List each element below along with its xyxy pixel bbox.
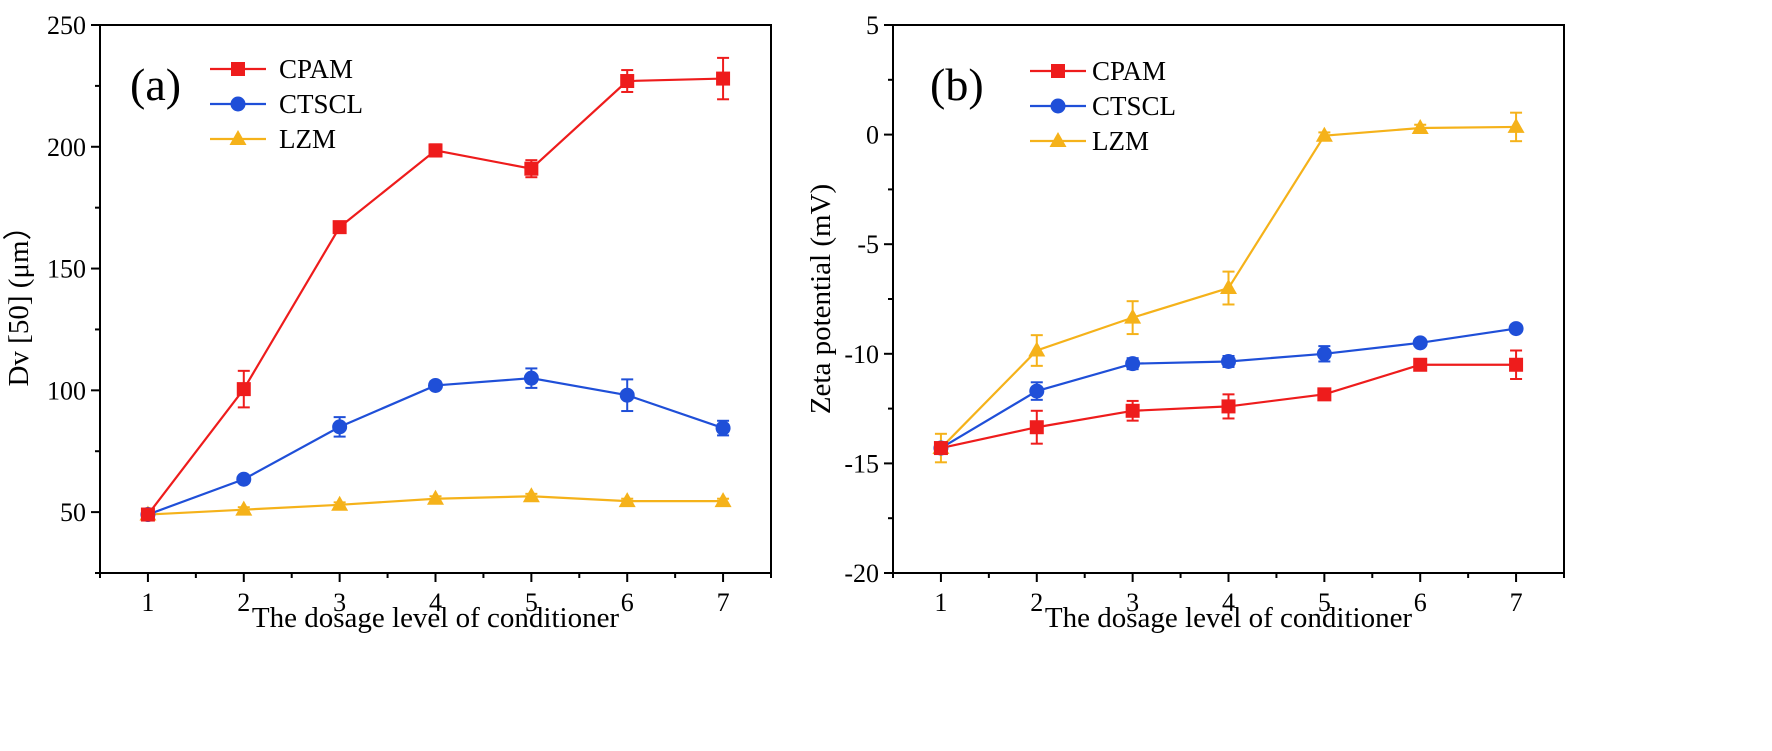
chart-panel-a: 1 2 3 4 5 6 7 50 100 150 200 250 The dosage level of…	[3, 11, 772, 634]
x-tick-label: 1	[141, 588, 154, 617]
y-axis-label: Dv [50] (μm）	[3, 211, 35, 386]
legend-label: CTSCL	[279, 89, 363, 119]
data-point-ctscl	[428, 377, 443, 393]
x-axis-label: The dosage level of conditioner	[1045, 602, 1413, 634]
panel-label: (a)	[130, 59, 181, 110]
y-tick-label: 0	[866, 121, 879, 150]
x-tick-label: 6	[621, 588, 634, 617]
data-point-cpam	[1413, 357, 1428, 372]
data-point-lzm	[1220, 279, 1237, 295]
data-point-lzm	[427, 489, 444, 505]
legend-label: CTSCL	[1092, 91, 1176, 121]
legend-item-ctscl: CTSCL	[210, 89, 363, 119]
data-point-cpam	[1317, 387, 1332, 402]
x-tick-label: 2	[1030, 588, 1043, 617]
data-point-ctscl	[332, 419, 348, 435]
x-axis-label: The dosage level of conditioner	[252, 602, 620, 634]
data-point-lzm	[714, 492, 732, 508]
y-tick-label: -10	[844, 340, 879, 369]
data-point-ctscl	[619, 387, 635, 403]
y-tick-label: 250	[47, 11, 86, 40]
x-tick-label: 4	[1222, 588, 1235, 617]
data-point-cpam	[933, 441, 948, 456]
data-point-lzm	[1028, 341, 1046, 357]
data-point-ctscl	[1316, 346, 1332, 362]
x-tick-label: 3	[1126, 588, 1139, 617]
data-point-lzm	[1124, 308, 1142, 324]
y-tick-label: -20	[844, 559, 879, 588]
data-point-lzm	[331, 495, 349, 511]
series-lzm	[139, 487, 732, 521]
data-point-cpam	[1221, 399, 1236, 414]
x-tick-label: 5	[1318, 588, 1331, 617]
legend-label: CPAM	[1092, 56, 1166, 86]
y-tick-label: 200	[47, 133, 86, 162]
legend-marker-lzm	[229, 130, 247, 145]
legend-marker-cpam	[231, 62, 245, 76]
data-point-lzm	[1411, 119, 1429, 135]
legend-marker-lzm	[1049, 132, 1067, 147]
legend: CPAM CTSCL LZM	[1030, 56, 1176, 156]
data-point-ctscl	[1029, 383, 1045, 399]
data-point-cpam	[1509, 357, 1524, 372]
legend-item-lzm: LZM	[210, 124, 336, 154]
data-point-ctscl	[1412, 335, 1428, 351]
x-tick-label: 1	[934, 588, 947, 617]
data-point-lzm	[235, 500, 253, 516]
series-ctscl	[933, 321, 1524, 456]
y-tick-label: -15	[844, 449, 879, 478]
panel-label: (b)	[930, 59, 984, 110]
legend-label: LZM	[1092, 126, 1149, 156]
legend-item-cpam: CPAM	[210, 54, 353, 84]
data-point-lzm	[618, 492, 636, 508]
data-point-cpam	[524, 161, 539, 176]
data-point-lzm	[522, 487, 540, 503]
y-tick-label: 5	[866, 11, 879, 40]
data-point-ctscl	[1125, 356, 1141, 372]
data-point-cpam	[236, 382, 251, 397]
legend-item-cpam: CPAM	[1030, 56, 1166, 86]
legend-marker-ctscl	[230, 96, 246, 112]
series-cpam	[140, 56, 731, 522]
legend-marker-cpam	[1051, 64, 1065, 78]
data-point-cpam	[332, 220, 347, 235]
data-point-cpam	[428, 143, 443, 158]
data-point-cpam	[620, 74, 635, 89]
data-point-cpam	[1125, 403, 1140, 418]
x-tick-label: 7	[1510, 588, 1523, 617]
data-point-cpam	[716, 71, 731, 86]
data-point-ctscl	[523, 370, 539, 386]
x-tick-label: 3	[333, 588, 346, 617]
x-tick-label: 6	[1414, 588, 1427, 617]
y-tick-label: 50	[60, 498, 86, 527]
data-point-ctscl	[1221, 353, 1236, 369]
x-tick-label: 4	[429, 588, 442, 617]
y-tick-label: 150	[47, 255, 86, 284]
data-point-ctscl	[715, 420, 731, 436]
x-tick-label: 7	[717, 588, 730, 617]
data-point-ctscl	[236, 471, 252, 487]
data-point-lzm	[1315, 126, 1333, 142]
data-point-lzm	[1507, 117, 1525, 133]
y-axis-label: Zeta potential (mV)	[805, 184, 837, 414]
series-cpam	[933, 349, 1524, 456]
legend-marker-ctscl	[1050, 98, 1066, 114]
legend: CPAM CTSCL LZM	[210, 54, 363, 154]
y-tick-label: -5	[857, 230, 879, 259]
data-point-ctscl	[1508, 321, 1524, 337]
x-tick-label: 5	[525, 588, 538, 617]
y-tick-label: 100	[47, 376, 86, 405]
data-point-cpam	[140, 507, 155, 522]
legend-item-lzm: LZM	[1030, 126, 1149, 156]
x-tick-label: 2	[237, 588, 250, 617]
legend-label: CPAM	[279, 54, 353, 84]
legend-label: LZM	[279, 124, 336, 154]
data-point-cpam	[1029, 420, 1044, 435]
legend-item-ctscl: CTSCL	[1030, 91, 1176, 121]
